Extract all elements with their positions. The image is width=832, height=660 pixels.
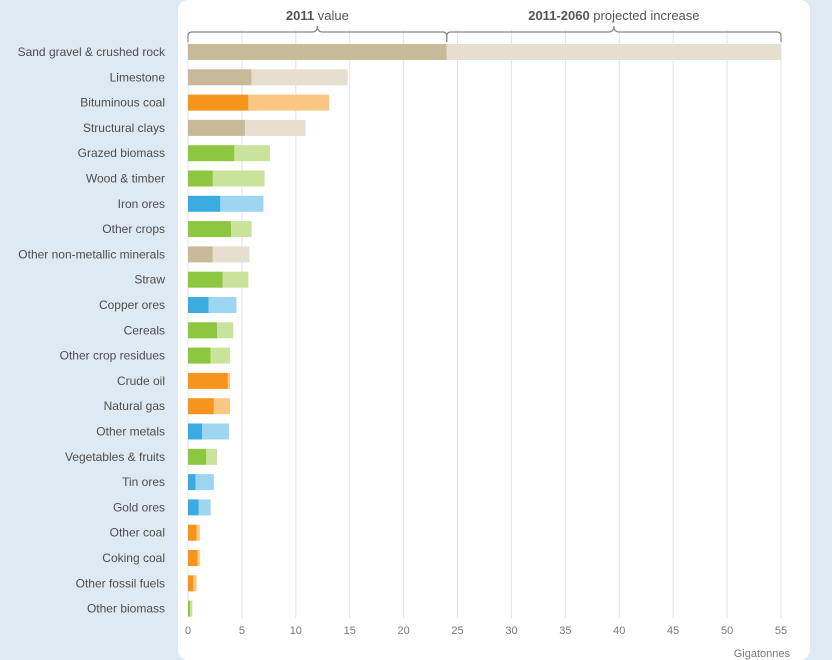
- bar-projected-increase: [193, 575, 197, 592]
- category-label: Grazed biomass: [78, 146, 165, 160]
- bar-2011-value: [188, 44, 447, 60]
- category-label: Other fossil fuels: [76, 576, 165, 590]
- bar-2011-value: [188, 499, 199, 516]
- bar-projected-increase: [197, 550, 200, 566]
- bar-2011-value: [188, 119, 246, 136]
- plot-panel: [178, 0, 810, 660]
- bar-projected-increase: [213, 398, 231, 415]
- bar-projected-increase: [210, 347, 231, 364]
- category-label: Structural clays: [83, 121, 165, 135]
- bar-projected-increase: [195, 474, 214, 491]
- category-label: Straw: [134, 273, 165, 287]
- bar-projected-increase: [212, 246, 250, 263]
- bar-2011-value: [188, 170, 213, 187]
- category-label: Cereals: [124, 323, 165, 337]
- category-label: Vegetables & fruits: [65, 450, 165, 464]
- x-tick-label: 55: [775, 625, 787, 637]
- bar-2011-value: [188, 347, 211, 364]
- bar-2011-value: [188, 246, 213, 263]
- bars: [188, 44, 781, 617]
- category-label: Other non-metallic minerals: [18, 247, 165, 261]
- category-label: Coking coal: [102, 551, 165, 565]
- x-tick-label: 10: [290, 625, 302, 637]
- x-tick-label: 35: [559, 625, 571, 637]
- annotation-braces: 2011 value 2011-2060 projected increase: [187, 8, 782, 42]
- category-label: Other crop residues: [60, 349, 165, 363]
- bar-2011-value: [188, 145, 235, 162]
- bar-projected-increase: [227, 372, 231, 389]
- category-label: Other coal: [110, 526, 165, 540]
- annotation-label: 2011 value: [286, 8, 349, 23]
- category-label: Copper ores: [99, 298, 165, 312]
- bar-2011-value: [188, 69, 252, 86]
- bar-2011-value: [188, 297, 209, 313]
- category-label: Limestone: [110, 70, 166, 84]
- x-tick-label: 15: [344, 625, 356, 637]
- x-tick-label: 30: [505, 625, 517, 637]
- bar-projected-increase: [212, 170, 265, 187]
- bar-2011-value: [188, 524, 197, 541]
- bar-projected-increase: [222, 271, 249, 288]
- bar-2011-value: [188, 600, 191, 617]
- bar-2011-value: [188, 195, 221, 212]
- category-label: Gold ores: [113, 500, 165, 514]
- x-axis-ticks: 0 5 10 15 20 25 30 35 40 45 50 55: [185, 625, 787, 637]
- x-tick-label: 5: [239, 625, 245, 637]
- bar-projected-increase: [234, 145, 270, 162]
- bar-projected-increase: [251, 69, 348, 86]
- bar-projected-increase: [198, 499, 211, 516]
- bar-projected-increase: [217, 322, 234, 339]
- bar-projected-increase: [208, 297, 237, 313]
- x-axis-unit-label: Gigatonnes: [734, 648, 791, 660]
- bar-2011-value: [188, 575, 194, 592]
- x-tick-label: 50: [721, 625, 733, 637]
- bar-2011-value: [188, 423, 203, 440]
- bar-2011-value: [188, 372, 228, 389]
- category-label: Sand gravel & crushed rock: [18, 45, 166, 59]
- x-tick-label: 40: [613, 625, 625, 637]
- bar-2011-value: [188, 550, 198, 566]
- annotation-brace: [187, 25, 448, 42]
- category-label: Wood & timber: [86, 172, 165, 186]
- bar-projected-increase: [248, 94, 330, 111]
- bar-2011-value: [188, 271, 223, 288]
- category-label: Crude oil: [117, 374, 165, 388]
- category-label: Natural gas: [104, 399, 165, 413]
- bar-projected-increase: [202, 423, 229, 440]
- bar-projected-increase: [196, 524, 200, 541]
- bar-projected-increase: [206, 448, 218, 465]
- category-label: Other biomass: [87, 602, 165, 616]
- bar-2011-value: [188, 94, 249, 111]
- category-label: Bituminous coal: [80, 96, 165, 110]
- bar-2011-value: [188, 322, 218, 339]
- annotation-label: 2011-2060 projected increase: [528, 8, 699, 23]
- x-tick-label: 25: [451, 625, 463, 637]
- category-label: Iron ores: [118, 197, 165, 211]
- bar-2011-value: [188, 474, 196, 491]
- bar-2011-value: [188, 448, 207, 465]
- bar-projected-increase: [245, 119, 306, 136]
- bar-projected-increase: [190, 600, 193, 617]
- bar-projected-increase: [220, 195, 264, 212]
- category-label: Other crops: [102, 222, 165, 236]
- category-label: Other metals: [96, 425, 165, 439]
- bar-2011-value: [188, 398, 214, 415]
- bar-projected-increase: [446, 44, 781, 60]
- x-tick-label: 45: [667, 625, 679, 637]
- x-tick-label: 20: [398, 625, 410, 637]
- bar-projected-increase: [231, 221, 252, 238]
- category-labels: Sand gravel & crushed rock Limestone Bitum…: [18, 45, 166, 616]
- annotation-brace: [446, 25, 782, 42]
- bar-2011-value: [188, 221, 232, 238]
- category-label: Tin ores: [122, 475, 165, 489]
- x-tick-label: 0: [185, 625, 191, 637]
